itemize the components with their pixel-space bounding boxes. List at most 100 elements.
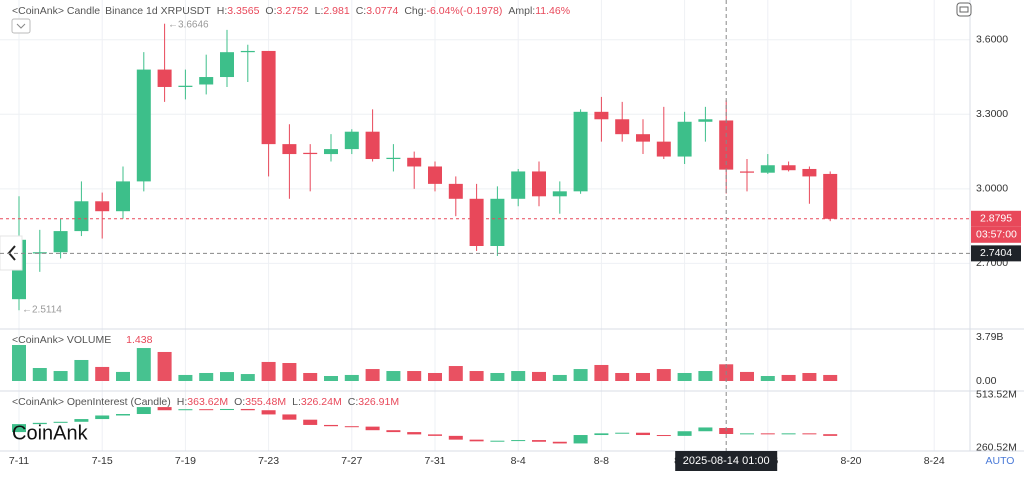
y-tick-label: 3.3000 [976, 108, 1008, 120]
candle-body [490, 198, 505, 246]
grid [0, 0, 970, 451]
candle-body [448, 435, 463, 440]
y-tick-label: 513.52M [976, 389, 1017, 401]
candle-body [781, 433, 796, 435]
candle-body [594, 433, 609, 436]
header-label: O: [265, 5, 276, 17]
candle-body [573, 435, 588, 444]
header-value: 355.48M [245, 396, 286, 408]
volume-bar [656, 369, 671, 381]
x-tick-label: 7-23 [258, 455, 279, 467]
volume-bar [698, 371, 713, 381]
settings-icon-inner [959, 6, 969, 13]
candle-body [573, 111, 588, 192]
candle-body [282, 144, 297, 155]
volume-header-value: 1.438 [126, 334, 152, 346]
oi-header: <CoinAnk> OpenInterest (Candle) H:363.62M… [12, 396, 399, 408]
header-label: H: [177, 396, 188, 408]
candle-body [53, 421, 68, 423]
crosshair-y-tag [971, 245, 1021, 262]
candle-body [261, 50, 276, 145]
candle-body [823, 173, 838, 219]
candle-body [532, 171, 546, 197]
candle-body [677, 431, 692, 436]
header-label: O: [234, 396, 245, 408]
candle-body [823, 434, 838, 436]
volume-bar [760, 376, 775, 381]
candle-body [386, 157, 401, 160]
candle-body [344, 131, 359, 150]
candle-body [407, 432, 422, 435]
candle-body [760, 165, 775, 173]
y-tick-label: 3.6000 [976, 34, 1008, 46]
volume-bar [802, 372, 817, 381]
volume-bar [615, 372, 630, 381]
volume-bar [740, 371, 754, 381]
volume-bar [240, 374, 255, 381]
volume-bar [344, 374, 359, 381]
volume-bar [365, 369, 380, 381]
crosshair-x-tag [675, 451, 778, 471]
candle-body [12, 424, 26, 433]
candle-body [386, 430, 401, 433]
header-value: 3.2752 [277, 5, 309, 17]
scale-mode[interactable]: AUTO [986, 455, 1015, 467]
header-label: Chg: [404, 5, 426, 17]
toggle-chevron [16, 23, 26, 29]
toggle-icon[interactable] [11, 18, 31, 34]
marks: 7-117-157-197-237-277-318-48-88-128-168-… [9, 23, 1017, 467]
crosshair-x-label: 2025-08-14 01:00 [683, 455, 770, 467]
candle-body [303, 419, 318, 425]
volume-bar [199, 372, 214, 381]
candle-body [656, 435, 671, 437]
header-value: 326.24M [301, 396, 342, 408]
header-value: 3.0774 [366, 5, 398, 17]
candle-body [74, 201, 89, 232]
volume-bar [303, 372, 318, 381]
candle-body [240, 50, 255, 53]
volume-bar [677, 372, 692, 381]
candle-body [469, 198, 484, 246]
candle-body [199, 409, 214, 411]
candle-body [407, 157, 422, 167]
volume-bar [636, 372, 650, 381]
candle-body [428, 434, 442, 436]
candle-body [719, 120, 734, 170]
header-label: L: [315, 5, 324, 17]
volume-bar [95, 366, 110, 381]
candle-body [178, 85, 193, 87]
candle-body [594, 111, 609, 120]
header-value: 3.3565 [227, 5, 259, 17]
header-label: <CoinAnk> OpenInterest (Candle) [12, 396, 171, 408]
candle-body [552, 441, 567, 444]
candle-body [95, 415, 110, 420]
candle-body [32, 422, 47, 425]
candle-body [178, 409, 193, 411]
candle-body [324, 149, 338, 155]
candle-body [656, 141, 671, 157]
header-value: -6.04%(-0.1978) [427, 5, 503, 17]
header-label: L: [292, 396, 301, 408]
candle-body [760, 433, 775, 435]
candle-body [552, 191, 567, 197]
candle-body [157, 69, 172, 87]
last-price-label: 2.8795 [980, 213, 1012, 225]
candle-body [469, 439, 484, 442]
candle-body [220, 408, 234, 411]
header-label: <CoinAnk> Candle [12, 5, 100, 17]
candle-body [490, 440, 505, 442]
candle-body [157, 407, 172, 411]
volume-bar [532, 371, 546, 381]
x-tick-label: 8-20 [840, 455, 861, 467]
settings-icon[interactable] [956, 2, 972, 17]
volume-bar [32, 367, 47, 381]
volume-bar [552, 374, 567, 381]
volume-bar [324, 376, 338, 381]
y-tick-label: 0.00 [976, 375, 997, 387]
x-tick-label: 7-11 [9, 455, 29, 467]
candle-body [532, 440, 546, 442]
candle-body [116, 414, 130, 416]
volume-bar [157, 351, 172, 381]
candle-body [282, 414, 297, 420]
